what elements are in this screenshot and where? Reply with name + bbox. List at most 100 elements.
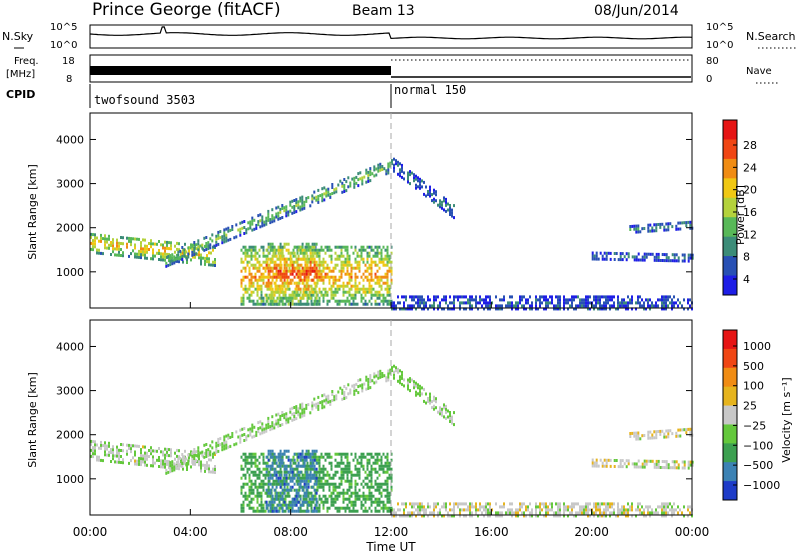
echo-cell [655,430,658,434]
echo-cell [358,470,361,474]
echo-cell [413,304,415,308]
echo-cell [273,426,276,430]
echo-cell [629,301,631,305]
echo-cell [262,482,265,486]
echo-cell [367,170,370,174]
echo-cell [221,442,224,446]
echo-cell [273,458,276,462]
echo-cell [303,491,306,495]
echo-cell [326,299,329,303]
echo-cell [519,298,521,302]
echo-cell [264,275,267,279]
echo-cell [169,257,172,261]
echo-cell [639,511,641,515]
echo-cell [144,238,146,242]
echo-cell [619,462,622,466]
echo-cell [303,413,306,417]
echo-cell [389,164,392,168]
echo-cell [291,506,294,510]
echo-cell [258,296,261,300]
echo-cell [274,479,277,483]
echo-cell [142,457,144,461]
echo-cell [433,188,435,192]
echo-cell [283,473,286,477]
echo-cell [318,497,321,501]
echo-cell [523,514,525,518]
echo-cell [405,505,407,509]
echo-cell [352,509,355,513]
echo-cell [215,441,218,445]
echo-cell [350,476,353,480]
echo-cell [386,290,389,294]
echo-cell [545,307,547,311]
echo-cell [287,248,290,252]
echo-cell [342,467,345,471]
echo-cell [178,467,180,471]
echo-cell [360,254,363,258]
echo-cell [360,452,363,456]
echo-cell [315,405,318,409]
echo-cell [270,497,273,501]
echo-cell [485,295,487,299]
echo-cell [515,508,517,512]
echo-cell [271,287,274,291]
echo-cell [409,173,411,177]
echo-cell [453,307,455,311]
echo-cell [653,255,656,259]
echo-cell [301,242,304,246]
echo-cell [301,272,304,276]
echo-cell [264,266,267,270]
echo-cell [365,168,368,172]
echo-cell [267,422,270,426]
echo-cell [303,479,306,483]
echo-cell [595,508,597,512]
echo-cell [366,266,369,270]
echo-cell [423,505,425,509]
echo-cell [376,452,379,456]
echo-cell [134,450,136,454]
echo-cell [248,293,251,297]
echo-cell [248,287,251,291]
echo-cell [229,435,232,439]
echo-cell [503,295,505,299]
echo-cell [309,476,312,480]
echo-cell [255,433,258,437]
echo-cell [288,473,291,477]
echo-cell [481,304,483,308]
echo-cell [318,494,321,498]
echo-cell [273,473,276,477]
echo-cell [283,275,286,279]
echo-cell [246,467,249,471]
echo-cell [273,467,276,471]
echo-cell [267,212,270,216]
echo-cell [282,500,285,504]
echo-cell [166,246,168,250]
echo-cell [248,473,251,477]
echo-cell [108,246,110,250]
echo-cell [386,269,389,273]
echo-cell [643,459,646,463]
echo-cell [340,260,343,264]
echo-cell [348,302,351,306]
echo-cell [277,455,280,459]
echo-cell [663,435,666,439]
echo-cell [256,509,259,513]
echo-cell [313,190,316,194]
echo-cell [338,245,341,249]
echo-cell [315,497,318,501]
echo-cell [336,245,339,249]
echo-cell [269,257,272,261]
echo-cell [348,257,351,261]
echo-cell [487,304,489,308]
echo-cell [364,500,367,504]
echo-cell [244,473,247,477]
echo-cell [326,497,329,501]
echo-cell [691,307,693,311]
echo-cell [535,304,537,308]
echo-cell [338,299,341,303]
echo-cell [350,266,353,270]
echo-cell [332,275,335,279]
echo-cell [346,245,349,249]
echo-cell [321,196,324,200]
